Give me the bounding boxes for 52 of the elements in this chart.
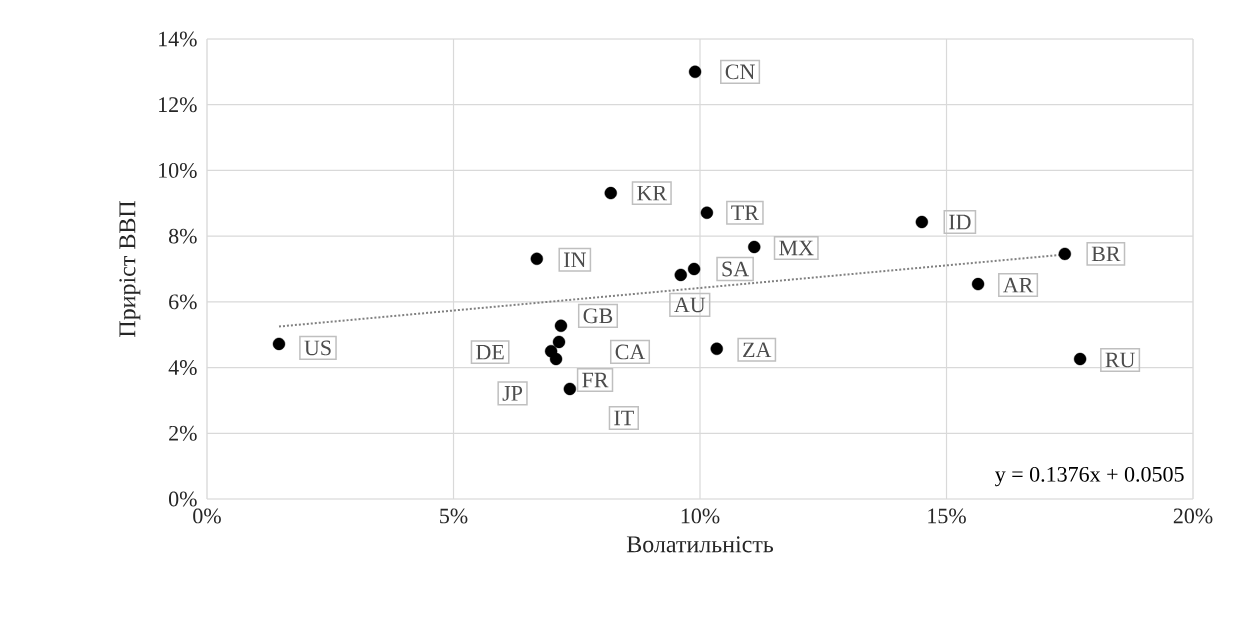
point [688,65,702,79]
point [530,252,544,266]
y-tick-label: 0% [169,491,197,507]
point [604,186,617,200]
point [563,382,577,396]
point [748,240,761,254]
annotation: AR [1003,277,1034,293]
point [1058,247,1072,261]
annotation: TR [731,205,759,221]
point [549,352,563,366]
point [674,268,687,282]
annotation: MX [779,240,814,256]
y-tick-label: 10% [159,162,197,178]
point [554,319,568,333]
annotation: JP [502,386,523,401]
annotation: US [304,340,331,356]
y-tick-label: 2% [169,425,197,441]
point [272,337,286,351]
annotation: GB [583,308,613,324]
y-tick-label: 4% [168,360,197,376]
annotation: BR [1091,246,1121,262]
annotation: RU [1105,352,1135,368]
point [687,262,701,276]
x-tick-label: 0% [193,508,221,524]
x-tick-label: 5% [440,508,468,524]
point [915,215,929,229]
point [552,335,566,349]
annotation: CA [615,344,646,360]
y-tick-label: 6% [169,294,197,310]
x-tick-label: 10% [681,508,720,524]
annotation: FR [582,372,609,388]
y-tick-label: 14% [159,31,197,47]
x-axis-title: Волатильність [626,536,774,553]
annotation: CN [725,64,755,80]
annotation: DE [476,344,504,360]
y-tick-label: 8% [169,228,197,244]
annotation: y = 0.1376x + 0.0505 [995,466,1184,487]
annotation: SA [722,261,749,277]
annotation: ID [949,214,971,230]
point [710,342,723,356]
x-tick-label: 15% [928,508,966,524]
point [700,206,714,220]
annotation: IT [614,410,634,426]
y-tick-label: 12% [159,97,197,113]
annotation: KR [637,185,668,201]
y-axis-title: Приріст ВВП [119,201,141,337]
annotation: ZA [743,342,772,358]
annotation: IN [564,252,586,268]
x-tick-label: 20% [1173,508,1213,524]
point [971,277,985,291]
point [1073,352,1087,366]
annotation: AU [674,297,706,313]
